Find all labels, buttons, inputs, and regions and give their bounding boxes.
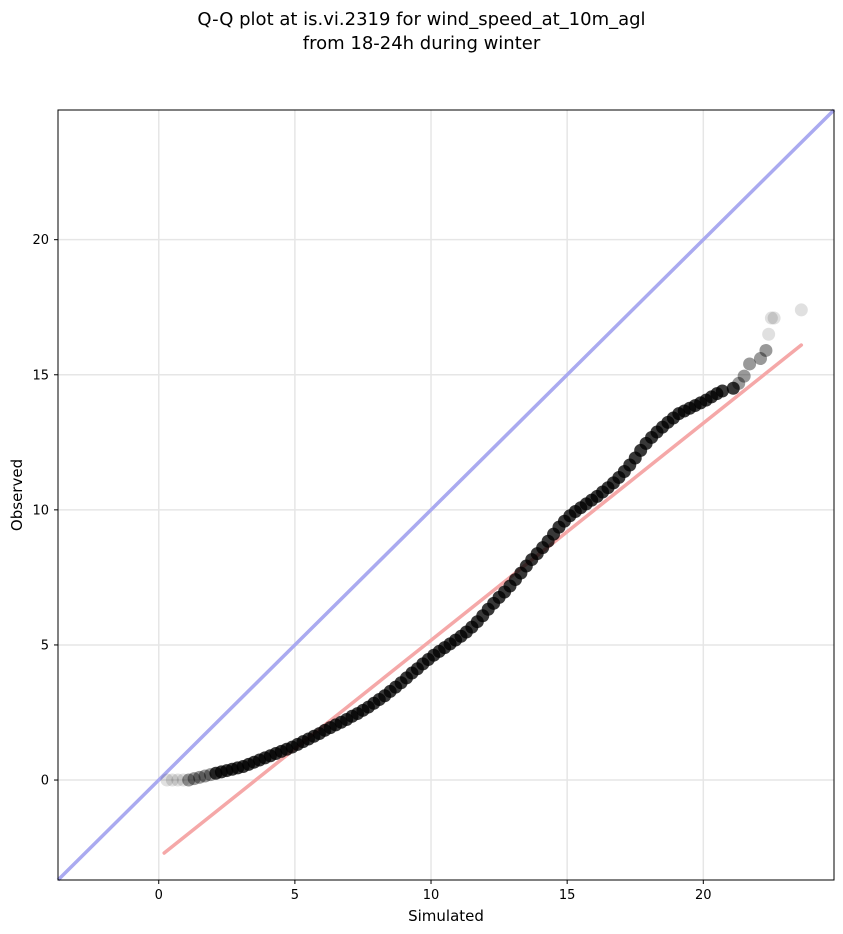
y-axis-label: Observed — [8, 459, 26, 531]
y-tick-label: 5 — [41, 638, 49, 653]
data-points — [160, 303, 808, 787]
chart-title-line-1: Q-Q plot at is.vi.2319 for wind_speed_at… — [197, 9, 646, 30]
data-point — [759, 343, 773, 357]
data-point — [794, 303, 808, 317]
axis-ticks: 0 5 10 15 20 0 5 10 15 20 — [32, 233, 711, 903]
data-point — [198, 769, 212, 783]
x-tick-label: 20 — [695, 888, 712, 903]
chart-title: Q-Q plot at is.vi.2319 for wind_speed_at… — [0, 8, 843, 56]
identity-line — [56, 108, 836, 882]
data-point — [165, 773, 179, 787]
data-point — [187, 772, 201, 786]
x-tick-label: 5 — [291, 888, 299, 903]
data-point — [182, 773, 196, 787]
data-point — [762, 327, 776, 341]
data-point — [176, 773, 190, 787]
plot-frame — [57, 109, 835, 881]
data-point — [753, 352, 767, 366]
data-point — [171, 773, 185, 787]
fit-line — [162, 343, 804, 855]
data-point — [767, 311, 781, 325]
data-point — [726, 381, 740, 395]
data-point — [743, 357, 757, 371]
data-point — [160, 773, 174, 787]
data-point — [193, 770, 207, 784]
x-tick-label: 15 — [559, 888, 576, 903]
data-point — [732, 376, 746, 390]
data-point — [715, 384, 729, 398]
x-axis-label: Simulated — [408, 907, 484, 925]
chart-title-line-2: from 18-24h during winter — [302, 33, 541, 54]
x-tick-label: 10 — [423, 888, 440, 903]
y-tick-label: 20 — [32, 233, 49, 248]
data-point — [764, 311, 778, 325]
x-tick-label: 0 — [155, 888, 163, 903]
y-tick-label: 0 — [41, 774, 49, 789]
y-tick-label: 10 — [32, 503, 49, 518]
data-point — [737, 369, 751, 383]
y-tick-label: 15 — [32, 368, 49, 383]
reference-lines — [56, 108, 836, 882]
